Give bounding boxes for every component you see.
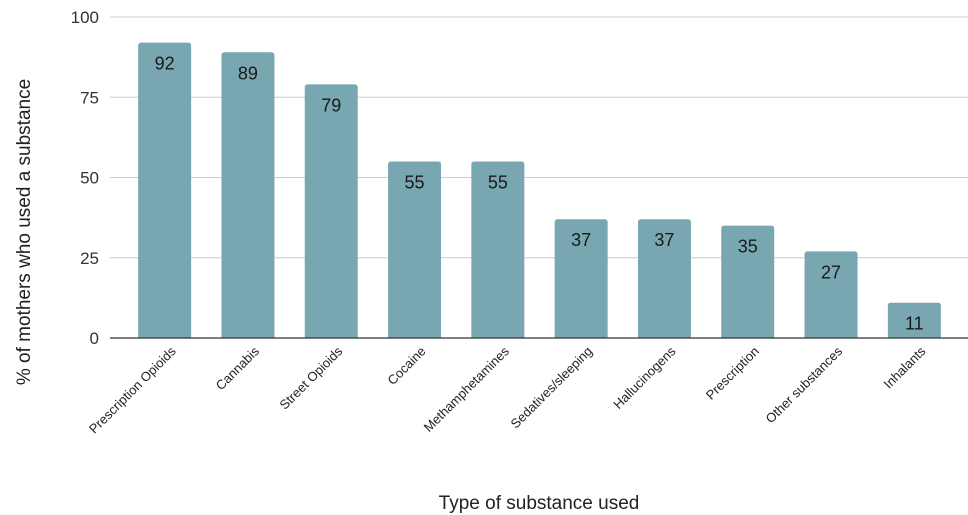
bar-street-opioids [304, 84, 358, 338]
bar-hallucinogens [637, 219, 691, 338]
y-tick-label: 0 [90, 329, 99, 348]
x-tick-label: Prescription Opioids [86, 343, 179, 436]
category-labels: Prescription Opioids Cannabis Street Opioi… [86, 343, 929, 436]
data-label: 37 [571, 230, 591, 250]
bar-methamphetamines [471, 161, 525, 338]
x-tick-label: Sedatives/sleeping [507, 344, 595, 432]
x-tick-label: Prescription [703, 344, 762, 403]
x-tick-label: Inhalants [881, 343, 929, 391]
data-label: 27 [821, 262, 841, 282]
bar-inhalants [887, 302, 941, 338]
x-tick-label: Cannabis [213, 343, 263, 393]
data-label: 11 [905, 314, 924, 334]
bar-prescription [721, 225, 775, 338]
x-axis-title: Type of substance used [439, 493, 640, 514]
data-label: 92 [155, 54, 175, 74]
bar-prescription-opioids [138, 42, 192, 339]
data-label: 79 [321, 95, 341, 115]
x-tick-label: Street Opioids [277, 343, 346, 412]
y-tick-label: 100 [71, 8, 99, 27]
data-label: 89 [238, 63, 258, 83]
y-tick-label: 25 [80, 249, 99, 268]
bar-other-substances [804, 251, 858, 338]
bar-cannabis [221, 52, 275, 339]
bar-sedatives-sleeping [554, 219, 608, 338]
bars [138, 42, 941, 339]
y-tick-label: 50 [80, 169, 99, 188]
y-axis-title: % of mothers who used a substance [14, 79, 35, 385]
x-tick-label: Hallucinogens [610, 343, 679, 412]
data-labels: 92 89 79 55 55 37 37 35 27 11 [155, 54, 924, 334]
y-axis-ticks: 0 25 50 75 100 [71, 8, 99, 348]
data-label: 55 [488, 172, 508, 192]
data-label: 55 [405, 172, 425, 192]
data-label: 35 [738, 237, 758, 257]
data-label: 37 [654, 230, 674, 250]
x-tick-label: Cocaine [384, 344, 428, 388]
y-tick-label: 75 [80, 88, 99, 107]
bar-cocaine [388, 161, 442, 338]
x-tick-label: Other substances [763, 343, 846, 426]
x-tick-label: Methamphetamines [421, 343, 513, 435]
